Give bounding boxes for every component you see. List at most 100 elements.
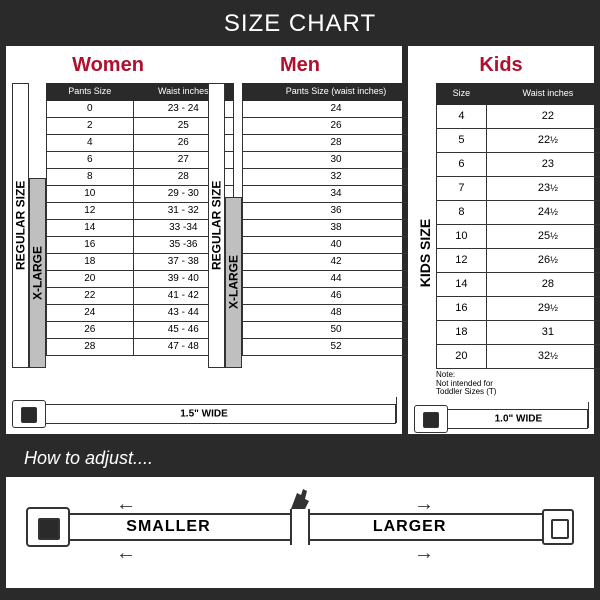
- cell-size: 44: [243, 270, 430, 287]
- cell-size: 46: [243, 287, 430, 304]
- table-row: 24: [243, 100, 430, 117]
- table-row: 2039 - 40: [47, 270, 234, 287]
- table-row: 36: [243, 202, 430, 219]
- adjust-panel: How to adjust.... SMALLER LARGER ← → ← →: [6, 440, 594, 588]
- men-regular-label: REGULAR SIZE: [208, 83, 225, 368]
- hand-icon: [285, 483, 315, 518]
- cell-size: 16: [437, 296, 487, 320]
- cell-waist: 23: [486, 176, 600, 200]
- men-table-wrap: REGULAR SIZE X-LARGE Pants Size (waist i…: [208, 83, 396, 392]
- kids-panel: Kids KIDS SIZE Size Waist inches 4225226…: [408, 46, 594, 434]
- cell-waist: 25: [486, 224, 600, 248]
- cell-waist: 28: [486, 272, 600, 296]
- cell-size: 28: [243, 134, 430, 151]
- cell-waist: 24: [486, 200, 600, 224]
- cell-size: 12: [47, 202, 134, 219]
- cell-size: 20: [47, 270, 134, 287]
- table-row: 422: [437, 104, 600, 128]
- table-row: 1226: [437, 248, 600, 272]
- adult-belt-width: 1.5" WIDE: [176, 409, 232, 420]
- women-table-wrap: REGULAR SIZE X-LARGE Pants Size Waist in…: [12, 83, 200, 392]
- cell-size: 5: [437, 128, 487, 152]
- kids-col1: Size: [437, 84, 487, 105]
- table-row: 623: [437, 152, 600, 176]
- cell-size: 48: [243, 304, 430, 321]
- belt-end-icon: [542, 509, 574, 545]
- kids-heading: Kids: [414, 54, 588, 83]
- cell-size: 4: [47, 134, 134, 151]
- women-heading: Women: [12, 54, 204, 83]
- table-row: 2443 - 44: [47, 304, 234, 321]
- table-row: 2847 - 48: [47, 338, 234, 355]
- cell-waist: 32: [486, 344, 600, 368]
- table-row: 2032: [437, 344, 600, 368]
- cell-size: 0: [47, 100, 134, 117]
- table-row: 522: [437, 128, 600, 152]
- men-col1: Pants Size (waist inches): [243, 84, 430, 101]
- cell-size: 30: [243, 151, 430, 168]
- table-row: 1231 - 32: [47, 202, 234, 219]
- table-row: 1629: [437, 296, 600, 320]
- kids-note: Note:Not intended forToddler Sizes (T): [436, 371, 588, 397]
- kids-belt-width: 1.0" WIDE: [491, 414, 547, 425]
- table-row: 44: [243, 270, 430, 287]
- cell-size: 26: [47, 321, 134, 338]
- men-table: Pants Size (waist inches) 24262830323436…: [242, 83, 430, 356]
- buckle-icon: [12, 400, 46, 428]
- cell-size: 52: [243, 338, 430, 355]
- cell-waist: 29: [486, 296, 600, 320]
- table-row: 1831: [437, 320, 600, 344]
- buckle-icon: [414, 405, 448, 433]
- table-row: 30: [243, 151, 430, 168]
- cell-size: 12: [437, 248, 487, 272]
- cell-size: 10: [47, 185, 134, 202]
- women-table: Pants Size Waist inches 023 - 2422542662…: [46, 83, 234, 356]
- table-row: 2645 - 46: [47, 321, 234, 338]
- women-regular-label: REGULAR SIZE: [12, 83, 29, 368]
- page-title: SIZE CHART: [6, 6, 594, 46]
- cell-size: 10: [437, 224, 487, 248]
- cell-size: 7: [437, 176, 487, 200]
- kids-table: Size Waist inches 4225226237238241025122…: [436, 83, 600, 369]
- cell-size: 20: [437, 344, 487, 368]
- table-row: 1029 - 30: [47, 185, 234, 202]
- arrow-left-icon: ←: [116, 493, 136, 516]
- cell-waist: 22: [486, 104, 600, 128]
- cell-size: 22: [47, 287, 134, 304]
- table-row: 48: [243, 304, 430, 321]
- adjust-heading: How to adjust....: [6, 440, 594, 477]
- adult-belt-diagram: 1.5" WIDE: [12, 400, 396, 428]
- table-row: 426: [47, 134, 234, 151]
- table-row: 32: [243, 168, 430, 185]
- table-row: 50: [243, 321, 430, 338]
- kids-side-label: KIDS SIZE: [414, 109, 436, 397]
- size-chart-container: SIZE CHART Women Men REGULAR SIZE X-LARG…: [0, 0, 600, 600]
- cell-size: 18: [437, 320, 487, 344]
- cell-size: 32: [243, 168, 430, 185]
- table-row: 28: [243, 134, 430, 151]
- table-row: 42: [243, 253, 430, 270]
- cell-size: 26: [243, 117, 430, 134]
- cell-size: 14: [47, 219, 134, 236]
- larger-label: LARGER: [373, 518, 447, 536]
- men-xlarge-label: X-LARGE: [225, 197, 242, 368]
- cell-size: 16: [47, 236, 134, 253]
- cell-size: 34: [243, 185, 430, 202]
- cell-size: 8: [47, 168, 134, 185]
- cell-size: 38: [243, 219, 430, 236]
- table-row: 225: [47, 117, 234, 134]
- table-row: 38: [243, 219, 430, 236]
- cell-size: 36: [243, 202, 430, 219]
- cell-size: 6: [47, 151, 134, 168]
- cell-size: 50: [243, 321, 430, 338]
- table-row: 1837 - 38: [47, 253, 234, 270]
- cell-size: 14: [437, 272, 487, 296]
- adult-panel: Women Men REGULAR SIZE X-LARGE Pants Siz…: [6, 46, 402, 434]
- women-col1: Pants Size: [47, 84, 134, 101]
- table-row: 023 - 24: [47, 100, 234, 117]
- cell-waist: 22: [486, 128, 600, 152]
- arrow-right-icon: →: [414, 493, 434, 516]
- table-row: 824: [437, 200, 600, 224]
- cell-waist: 23: [486, 152, 600, 176]
- cell-waist: 26: [486, 248, 600, 272]
